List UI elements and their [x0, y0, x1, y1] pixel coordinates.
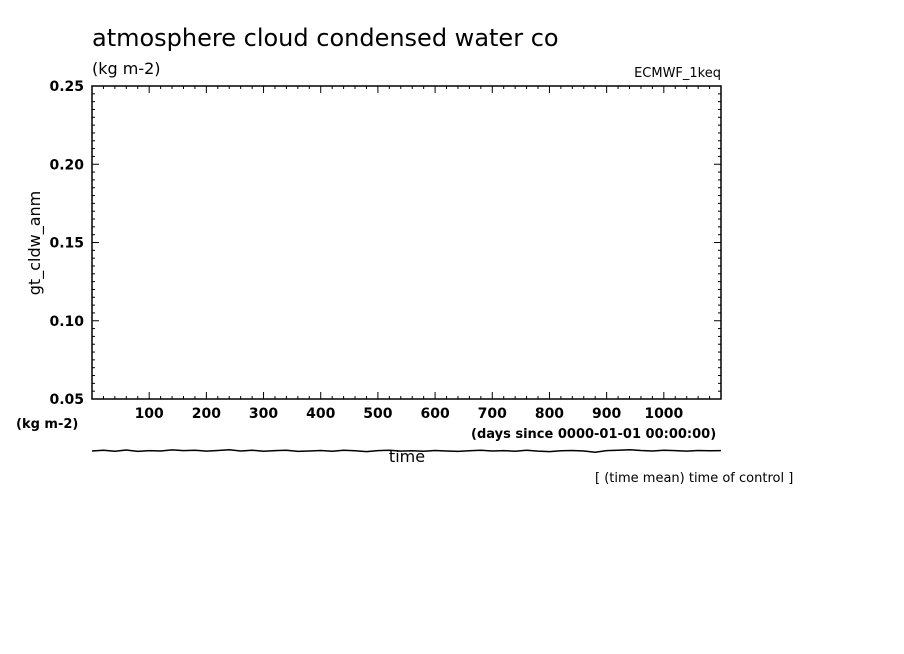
- y-tick-label: 0.15: [49, 236, 84, 252]
- y-tick-label: 0.10: [49, 314, 84, 330]
- y-axis-ticks: 0.05 0.10 0.15 0.20 0.25: [49, 79, 721, 408]
- y-axis-label: gt_cldw_anm: [25, 191, 45, 295]
- y-axis-units: (kg m-2): [16, 417, 78, 432]
- annotation: [ (time mean) time of control ]: [595, 471, 793, 486]
- x-tick-label: 600: [420, 406, 449, 422]
- y-tick-label: 0.25: [49, 79, 84, 95]
- y-tick-label: 0.05: [49, 392, 84, 408]
- x-tick-label: 900: [592, 406, 621, 422]
- x-axis-ticks: 100 200 300 400 500 600 700 800 900 1000: [91, 86, 722, 422]
- chart-title: atmosphere cloud condensed water co: [92, 24, 559, 52]
- x-tick-label: 500: [363, 406, 392, 422]
- x-tick-label: 800: [535, 406, 564, 422]
- y-tick-label: 0.20: [49, 157, 84, 173]
- x-tick-label: 700: [478, 406, 507, 422]
- x-tick-label: 400: [306, 406, 335, 422]
- x-axis-units: (days since 0000-01-01 00:00:00): [471, 427, 716, 442]
- chart-units: (kg m-2): [92, 59, 161, 78]
- experiment-label: ECMWF_1keq: [634, 66, 721, 81]
- x-tick-label: 100: [135, 406, 164, 422]
- x-tick-label: 200: [192, 406, 221, 422]
- x-tick-label: 1000: [644, 406, 683, 422]
- x-axis-label: time: [389, 447, 425, 466]
- x-tick-label: 300: [249, 406, 278, 422]
- series-group: [91, 448, 722, 453]
- series-line: [91, 448, 722, 453]
- plot-frame: [91, 85, 722, 400]
